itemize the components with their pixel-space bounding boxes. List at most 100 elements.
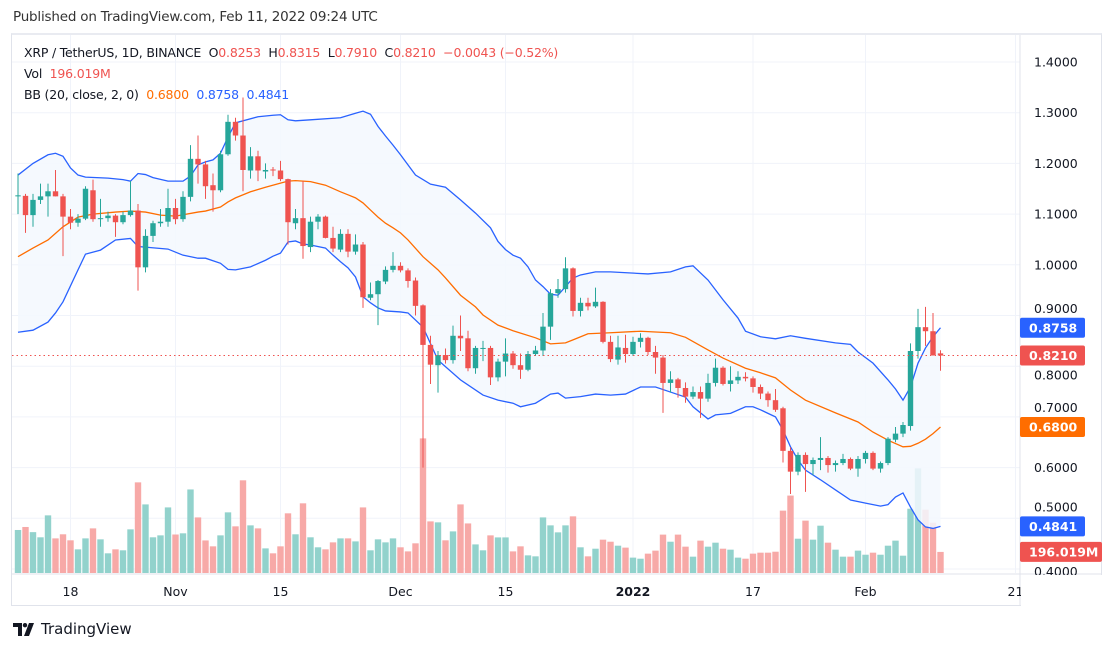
time-tick-label: 15 — [498, 584, 514, 599]
candle — [562, 257, 569, 293]
volume-bar — [832, 549, 839, 573]
candle — [622, 334, 629, 363]
candle-body — [682, 388, 689, 397]
candle — [277, 160, 284, 182]
volume-bar — [937, 551, 944, 573]
price-tick-label: 0.8000 — [1034, 368, 1078, 383]
candle — [907, 343, 914, 431]
candle — [427, 335, 434, 384]
volume-bar — [434, 522, 442, 573]
candle-body — [885, 438, 891, 464]
volume-bar — [787, 495, 794, 573]
candle-body — [210, 185, 216, 191]
candle — [720, 366, 726, 386]
candle — [52, 169, 59, 197]
symbol-title[interactable]: XRP / TetherUS, 1D, BINANCE — [24, 45, 202, 60]
candle — [840, 453, 846, 466]
bb-upper-value: 0.8758 — [196, 87, 239, 102]
candle — [517, 353, 524, 379]
price-tag-label: 0.8210 — [1029, 348, 1078, 363]
candle-body — [360, 244, 366, 298]
candle — [405, 268, 411, 288]
time-tick-label: Nov — [163, 584, 188, 599]
volume-bar — [367, 550, 374, 573]
volume-bar — [494, 537, 502, 573]
price-tick-label: 0.9000 — [1034, 301, 1078, 316]
candle-body — [345, 233, 351, 252]
candle-body — [532, 350, 539, 355]
volume-bar — [577, 547, 584, 573]
volume-bar — [667, 541, 674, 573]
volume-bar — [164, 507, 172, 573]
bb-label[interactable]: BB (20, close, 2, 0) — [24, 87, 139, 102]
volume-bar — [727, 549, 734, 573]
candle — [255, 150, 261, 182]
tradingview-logo-text: TradingView — [41, 620, 132, 638]
candle — [307, 216, 314, 253]
volume-bar — [157, 535, 164, 573]
volume-bar — [472, 544, 479, 573]
candle-body — [420, 305, 426, 345]
volume-bar — [232, 526, 239, 573]
candle — [525, 350, 531, 372]
candle-body — [375, 281, 381, 295]
candle-body — [405, 270, 411, 282]
volume-bar — [449, 531, 457, 573]
candle — [570, 267, 576, 317]
volume-bar — [44, 515, 52, 573]
candle-body — [645, 337, 651, 353]
volume-bar — [239, 480, 247, 573]
candle-body — [30, 199, 36, 216]
candle — [375, 280, 381, 326]
price-tick-label: 1.2000 — [1034, 156, 1078, 171]
candle-body — [780, 408, 786, 451]
candle — [900, 421, 906, 438]
volume-label[interactable]: Vol — [24, 66, 43, 81]
candle-body — [622, 347, 629, 355]
candle — [165, 188, 171, 227]
candle — [480, 340, 486, 362]
candle-body — [892, 433, 899, 440]
candle-body — [660, 357, 666, 383]
candle-body — [727, 380, 734, 384]
candle-body — [37, 196, 44, 200]
candle — [915, 308, 921, 359]
candle — [660, 355, 666, 413]
volume-bar — [869, 552, 877, 573]
volume-bar — [397, 547, 404, 573]
candle-body — [307, 221, 314, 248]
candle-body — [487, 347, 494, 378]
candle-body — [555, 289, 561, 294]
candle — [847, 457, 854, 471]
candle — [37, 183, 44, 204]
published-caption: Published on TradingView.com, Feb 11, 20… — [13, 9, 378, 25]
price-tick-label: 1.0000 — [1034, 257, 1078, 272]
candle — [495, 358, 501, 382]
volume-bar — [22, 526, 29, 573]
volume-bar — [742, 558, 749, 573]
candle — [465, 330, 471, 372]
candle-body — [630, 341, 636, 355]
volume-bar — [554, 532, 562, 573]
candle — [247, 147, 254, 179]
volume-bar — [404, 551, 412, 573]
volume-bar — [689, 556, 697, 573]
tradingview-logo[interactable]: TradingView — [13, 620, 132, 638]
candle — [322, 215, 329, 239]
volume-bar — [344, 538, 352, 573]
volume-bar — [277, 546, 284, 573]
candle — [577, 297, 584, 317]
candle — [795, 452, 801, 476]
volume-bar — [517, 546, 524, 573]
low-label: L — [327, 45, 335, 60]
open-label: O — [208, 45, 219, 60]
volume-bar — [82, 538, 89, 573]
volume-bar — [307, 537, 314, 573]
candle — [645, 336, 651, 356]
time-tick-label: Feb — [854, 584, 876, 599]
candle — [15, 173, 21, 215]
volume-bar — [329, 542, 337, 573]
candle — [862, 450, 869, 464]
volume-bar — [817, 525, 824, 573]
